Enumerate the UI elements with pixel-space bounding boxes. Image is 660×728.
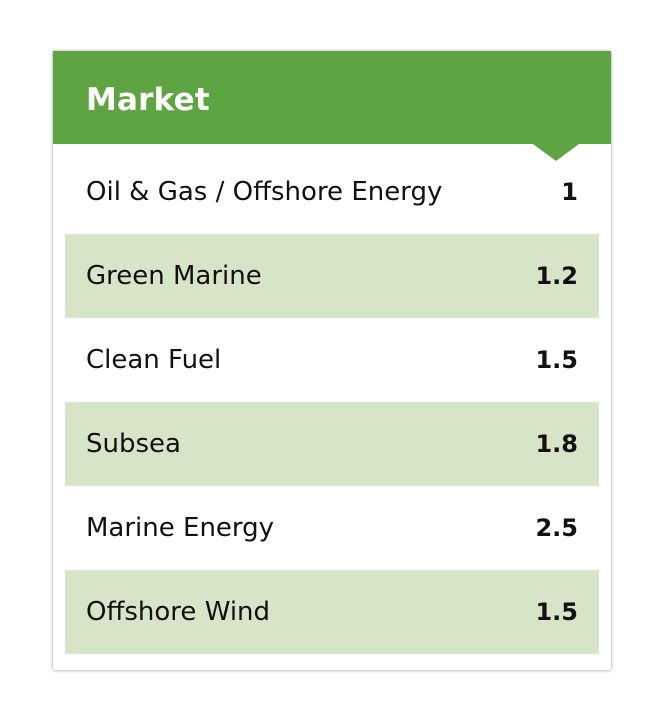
table-header: Market <box>53 51 611 144</box>
row-label: Marine Energy <box>86 513 275 543</box>
header-pointer-icon <box>533 144 579 161</box>
row-value: 1.8 <box>535 430 578 458</box>
table-row: Marine Energy 2.5 <box>65 486 599 570</box>
row-value: 1.5 <box>535 346 578 374</box>
row-value: 1 <box>561 178 578 206</box>
table-header-title: Market <box>86 82 210 118</box>
table-row: Clean Fuel 1.5 <box>65 318 599 402</box>
table-row: Green Marine 1.2 <box>65 234 599 318</box>
row-value: 1.2 <box>535 262 578 290</box>
table-body: Oil & Gas / Offshore Energy 1 Green Mari… <box>65 150 599 654</box>
market-table-card: Market Oil & Gas / Offshore Energy 1 Gre… <box>53 51 611 670</box>
row-label: Subsea <box>86 429 181 459</box>
row-value: 2.5 <box>535 514 578 542</box>
row-label: Oil & Gas / Offshore Energy <box>86 177 443 207</box>
row-value: 1.5 <box>535 598 578 626</box>
row-label: Clean Fuel <box>86 345 222 375</box>
table-row: Offshore Wind 1.5 <box>65 570 599 654</box>
row-label: Offshore Wind <box>86 597 271 627</box>
table-row: Oil & Gas / Offshore Energy 1 <box>65 150 599 234</box>
table-row: Subsea 1.8 <box>65 402 599 486</box>
row-label: Green Marine <box>86 261 262 291</box>
